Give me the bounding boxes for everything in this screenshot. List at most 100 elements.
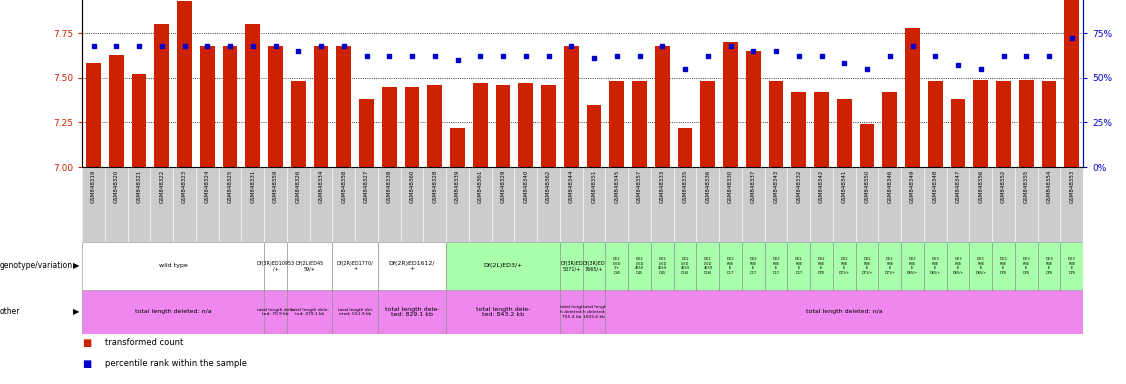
Bar (997, 81, 1011, 167)
Bar (314, 46, 329, 167)
Bar (969, 242, 992, 290)
Text: total length dele-
ted: 843.2 kb: total length dele- ted: 843.2 kb (476, 306, 530, 318)
Bar (223, 46, 238, 167)
Text: GSM848321: GSM848321 (136, 169, 142, 203)
Text: Df(3R)ED
7665/+: Df(3R)ED 7665/+ (583, 260, 606, 271)
Text: GSM848338: GSM848338 (387, 169, 392, 203)
Bar (974, 79, 989, 167)
Text: other: other (0, 308, 20, 316)
Text: GSM848361: GSM848361 (477, 169, 483, 203)
Bar (651, 242, 673, 290)
Text: GSM848339: GSM848339 (455, 169, 461, 203)
Text: GSM848333: GSM848333 (660, 169, 664, 203)
Text: GSM848349: GSM848349 (910, 169, 915, 203)
Bar (606, 290, 1083, 334)
Bar (878, 242, 901, 290)
Text: Df(2L)ED45
59/+: Df(2L)ED45 59/+ (296, 260, 324, 271)
Bar (560, 290, 583, 334)
Bar (560, 242, 583, 290)
Bar (628, 242, 651, 290)
Bar (518, 83, 534, 167)
Text: GSM848320: GSM848320 (114, 169, 119, 203)
Text: GSM848326: GSM848326 (296, 169, 301, 203)
Text: Df(3
R)IE
lE
D65/+: Df(3 R)IE lE D65/+ (975, 257, 986, 275)
Bar (901, 242, 924, 290)
Bar (1042, 81, 1056, 167)
Text: GSM848323: GSM848323 (182, 169, 187, 203)
Bar (856, 242, 878, 290)
Text: Df(2
L)ED
4559
D16l: Df(2 L)ED 4559 D16l (704, 257, 713, 275)
Text: Df(2R)ED1770/
+: Df(2R)ED1770/ + (337, 260, 374, 271)
Text: Df(2
R)IE
lE
D17: Df(2 R)IE lE D17 (750, 257, 757, 275)
Bar (583, 242, 606, 290)
Bar (720, 242, 742, 290)
Bar (245, 24, 260, 167)
Text: Df(3R)ED
5071/+: Df(3R)ED 5071/+ (560, 260, 582, 271)
Text: GSM848345: GSM848345 (615, 169, 619, 203)
Text: total length dele-
ted: 479.1 kb: total length dele- ted: 479.1 kb (291, 308, 329, 316)
Bar (950, 99, 965, 167)
Text: GSM848329: GSM848329 (501, 169, 506, 203)
Text: GSM848348: GSM848348 (932, 169, 938, 203)
Bar (928, 81, 942, 167)
Text: transformed count: transformed count (105, 338, 182, 347)
Text: wild type: wild type (159, 263, 188, 268)
Text: GSM848319: GSM848319 (91, 169, 96, 203)
Text: GSM848330: GSM848330 (729, 169, 733, 203)
Bar (792, 92, 806, 167)
Text: GSM848360: GSM848360 (410, 169, 414, 203)
Text: GSM848343: GSM848343 (774, 169, 778, 203)
Text: total length dele-
ted: 70.9 kb: total length dele- ted: 70.9 kb (257, 308, 295, 316)
Bar (859, 124, 875, 167)
Bar (359, 99, 374, 167)
Bar (332, 242, 378, 290)
Text: Df(2
R)IE
lE
D65/+: Df(2 R)IE lE D65/+ (906, 257, 918, 275)
Bar (332, 290, 378, 334)
Bar (473, 83, 488, 167)
Text: Df(2
L)ED
3/+
D45: Df(2 L)ED 3/+ D45 (613, 257, 622, 275)
Text: GSM848328: GSM848328 (432, 169, 437, 203)
Bar (446, 242, 560, 290)
Bar (947, 242, 969, 290)
Text: ▶: ▶ (73, 262, 80, 270)
Text: Df(3
R)IE
lE
D76: Df(3 R)IE lE D76 (1045, 257, 1053, 275)
Bar (673, 242, 697, 290)
Text: Df(3
R)IE
lE
D65/+: Df(3 R)IE lE D65/+ (930, 257, 941, 275)
Bar (742, 242, 765, 290)
Bar (382, 87, 396, 167)
Text: Df(3
R)IE
lE
D76: Df(3 R)IE lE D76 (1069, 257, 1075, 275)
Bar (837, 99, 851, 167)
Bar (291, 81, 306, 167)
Text: GSM848336: GSM848336 (705, 169, 711, 203)
Bar (1038, 242, 1061, 290)
Text: GSM848362: GSM848362 (546, 169, 551, 203)
Text: GSM848332: GSM848332 (796, 169, 802, 203)
Bar (287, 290, 332, 334)
Text: total length deleted: n/a: total length deleted: n/a (135, 310, 212, 314)
Text: GSM848356: GSM848356 (978, 169, 983, 203)
Text: Df(3
R)IE
lE
D65/+: Df(3 R)IE lE D65/+ (953, 257, 964, 275)
Text: Df(2
L)ED
4559
D16l: Df(2 L)ED 4559 D16l (680, 257, 689, 275)
Bar (924, 242, 947, 290)
Text: GSM848355: GSM848355 (1024, 169, 1029, 203)
Text: GSM848327: GSM848327 (364, 169, 369, 203)
Bar (609, 81, 624, 167)
Text: GSM848351: GSM848351 (591, 169, 597, 203)
Text: total lengt
h deleted:
1003.6 kb: total lengt h deleted: 1003.6 kb (583, 305, 606, 319)
Text: Df(2
R)IE
lE
D17: Df(2 R)IE lE D17 (795, 257, 803, 275)
Bar (787, 242, 811, 290)
Bar (769, 81, 784, 167)
Text: GSM848334: GSM848334 (319, 169, 323, 203)
Text: GSM848357: GSM848357 (637, 169, 642, 203)
Text: percentile rank within the sample: percentile rank within the sample (105, 359, 247, 368)
Text: GSM848346: GSM848346 (887, 169, 892, 203)
Text: GSM848352: GSM848352 (1001, 169, 1007, 203)
Text: Df(2
R)IE
lE
D70: Df(2 R)IE lE D70 (817, 257, 825, 275)
Bar (82, 290, 265, 334)
Bar (200, 46, 215, 167)
Text: total length deleted: n/a: total length deleted: n/a (806, 310, 883, 314)
Bar (154, 24, 169, 167)
Bar (883, 92, 897, 167)
Bar (678, 128, 692, 167)
Bar (992, 242, 1015, 290)
